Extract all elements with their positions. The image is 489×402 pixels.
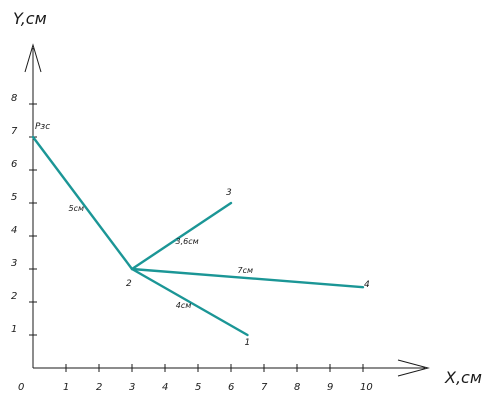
segment-length-label: 3,6см: [176, 237, 199, 246]
segments-layer: [31, 135, 365, 337]
y-tick-label: 2: [11, 291, 17, 302]
x-axis-arrow-icon: [397, 359, 430, 377]
point-label-p2: 2: [126, 279, 132, 289]
y-tick-label: 1: [11, 324, 17, 335]
x-tick-label: 9: [327, 382, 333, 393]
segment-start-p2: [31, 135, 134, 271]
y-tick-label: 8: [11, 93, 17, 104]
origin-label: 0: [18, 382, 24, 393]
x-tick-label: 8: [294, 382, 300, 393]
segment-p2-p3: [130, 201, 233, 271]
segment-length-label: 5см: [69, 204, 85, 213]
x-tick-label: 6: [228, 382, 234, 393]
point-label-start: Рзс: [35, 122, 50, 132]
x-tick-label: 4: [162, 382, 168, 393]
y-tick-label: 4: [11, 225, 17, 236]
y-axis-arrow-icon: [24, 43, 42, 73]
x-tick-label: 1: [63, 382, 69, 393]
point-label-p1: 1: [245, 338, 251, 348]
point-label-p4: 4: [364, 280, 370, 290]
x-axis-title: X,см: [444, 368, 482, 387]
labels-layer: 5см 3,6см 7см 4см Рзс 2 3 4 1: [35, 122, 370, 348]
y-axis-title: Y,см: [13, 9, 47, 28]
x-tick-label: 3: [129, 382, 135, 393]
x-tick-label: 5: [195, 382, 201, 393]
x-tick-label: 10: [360, 382, 373, 393]
y-tick-label: 7: [11, 126, 18, 137]
point-label-p3: 3: [226, 188, 232, 198]
x-tick-label: 7: [261, 382, 268, 393]
x-tick-label: 2: [96, 382, 102, 393]
y-tick-label: 6: [11, 159, 17, 170]
segment-p2-p4: [130, 267, 365, 289]
segment-length-label: 7см: [238, 266, 254, 275]
y-tick-label: 5: [11, 192, 17, 203]
segment-length-label: 4см: [176, 301, 192, 310]
y-tick-label: 3: [11, 258, 17, 269]
segment-p2-p1: [130, 267, 249, 337]
